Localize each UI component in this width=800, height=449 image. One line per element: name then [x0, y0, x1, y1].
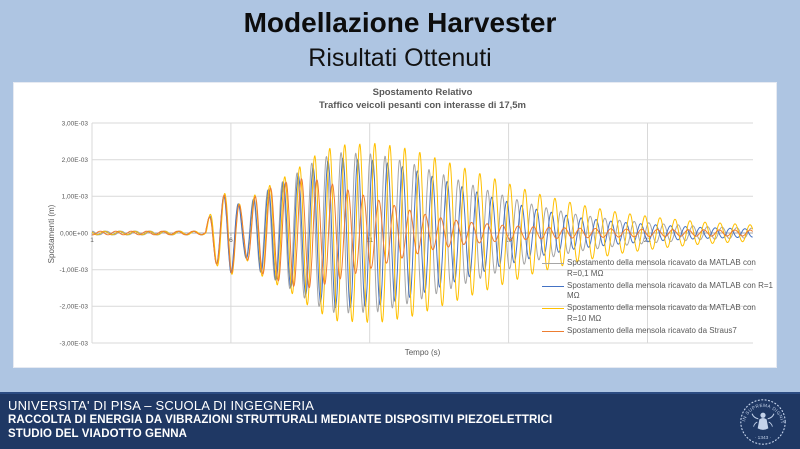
legend-swatch — [542, 285, 564, 287]
seal-year: · 1343 · — [755, 435, 772, 441]
university-seal-icon: IN SUPREMA DIGNITATIS · 1343 · — [738, 397, 787, 446]
seal-dotted-ring — [740, 399, 786, 445]
y-tick-label: 3,00E-03 — [62, 120, 89, 127]
x-tick-label: 6 — [229, 237, 233, 244]
y-tick-label: 1,00E-03 — [62, 194, 89, 201]
y-tick-label: 2,00E-03 — [62, 157, 89, 164]
legend-label: Spostamento della mensola ricavato da St… — [567, 325, 737, 335]
legend-label: Spostamento della mensola ricavato da MA… — [567, 280, 773, 301]
footer-bar: UNIVERSITA' DI PISA – SCUOLA DI INGEGNER… — [0, 392, 800, 449]
series-line-3 — [91, 178, 754, 289]
legend-swatch — [542, 308, 564, 309]
chart-legend: Spostamento della mensola ricavato da MA… — [542, 258, 776, 338]
slide-title: Modellazione Harvester — [243, 7, 557, 38]
waveform-plot: 3,00E-03 2,00E-03 1,00E-03 0,00E+00 -1,00E-0… — [59, 120, 754, 347]
y-tick-label: -1,00E-03 — [59, 267, 88, 274]
x-tick-label: 16 — [505, 237, 513, 244]
x-tick-label: 11 — [366, 237, 373, 244]
chart-title: Spostamento Relativo — [372, 87, 473, 98]
legend-item: Spostamento della mensola ricavato da MA… — [542, 258, 776, 279]
seal-madonna-figure — [751, 412, 775, 430]
footer-line-university: UNIVERSITA' DI PISA – SCUOLA DI INGEGNER… — [8, 398, 315, 413]
legend-label: Spostamento della mensola ricavato da MA… — [567, 303, 756, 323]
legend-item: Spostamento della mensola ricavato da MA… — [542, 281, 776, 302]
legend-label: Spostamento della mensola ricavato da MA… — [567, 258, 756, 278]
slide-subtitle: Risultati Ottenuti — [308, 44, 492, 72]
legend-item: Spostamento della mensola ricavato da St… — [542, 326, 776, 337]
footer-line-case-study: STUDIO DEL VIADOTTO GENNA — [8, 428, 188, 440]
x-axis-title: Tempo (s) — [404, 348, 441, 357]
legend-swatch — [542, 330, 564, 332]
y-tick-label: -2,00E-03 — [59, 304, 88, 311]
x-tick-label: 21 — [644, 237, 652, 244]
chart-panel: Spostamento Relativo Traffico veicoli pe… — [13, 82, 777, 368]
footer-line-thesis-title: RACCOLTA DI ENERGIA DA VIBRAZIONI STRUTT… — [8, 414, 553, 426]
y-tick-label: -3,00E-03 — [59, 340, 88, 347]
legend-item: Spostamento della mensola ricavato da MA… — [542, 303, 776, 324]
footer-text: UNIVERSITA' DI PISA – SCUOLA DI INGEGNER… — [8, 398, 800, 441]
legend-swatch — [542, 263, 564, 264]
chart-subtitle: Traffico veicoli pesanti con interasse d… — [319, 100, 526, 111]
x-tick-label: 1 — [90, 237, 94, 244]
y-tick-label: 0,00E+00 — [60, 230, 88, 237]
